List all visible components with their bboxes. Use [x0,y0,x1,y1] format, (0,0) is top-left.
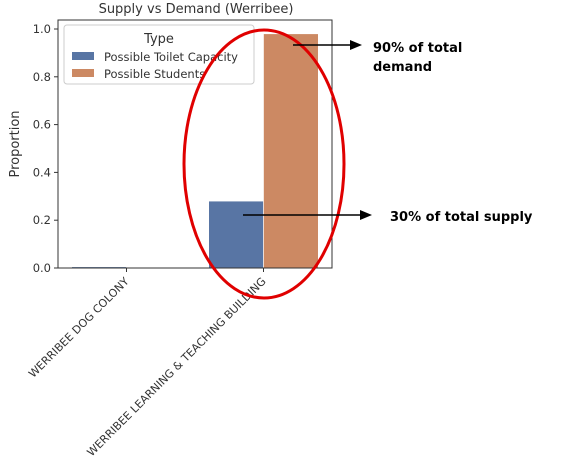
legend-swatch-1 [72,69,94,77]
bar-toilet-capacity-1 [208,200,264,269]
chart-title: Supply vs Demand (Werribee) [99,2,294,17]
annotation-demand-line-2: demand [373,60,432,75]
annotation-arrowhead-supply [360,210,372,220]
annotations: 90% of total demand 30% of total supply [243,40,533,225]
y-tick-label: 0.4 [33,165,51,179]
legend-swatch-0 [72,52,94,60]
legend-title: Type [143,32,174,47]
plot-area [71,33,319,269]
y-tick-label: 0.0 [33,261,51,275]
annotation-arrowhead-demand [350,40,362,50]
legend: Type Possible Toilet Capacity Possible St… [63,24,255,85]
legend-label-1: Possible Students [104,67,205,81]
highlight-ellipse [182,28,346,300]
y-tick-label: 0.2 [33,213,51,227]
y-axis: 0.0 0.2 0.4 0.6 0.8 1.0 [33,22,58,275]
y-tick-label: 0.8 [33,70,51,84]
annotation-supply-text: 30% of total supply [390,210,533,225]
y-axis-label: Proportion [8,110,23,177]
y-tick-label: 0.6 [33,118,51,132]
bar-students-1 [263,33,319,269]
axes-frame [57,19,333,269]
x-tick-label: WERRIBEE DOG COLONY [26,275,132,381]
legend-label-0: Possible Toilet Capacity [104,50,238,64]
annotation-demand-line-1: 90% of total [373,41,462,56]
y-tick-label: 1.0 [33,22,51,36]
